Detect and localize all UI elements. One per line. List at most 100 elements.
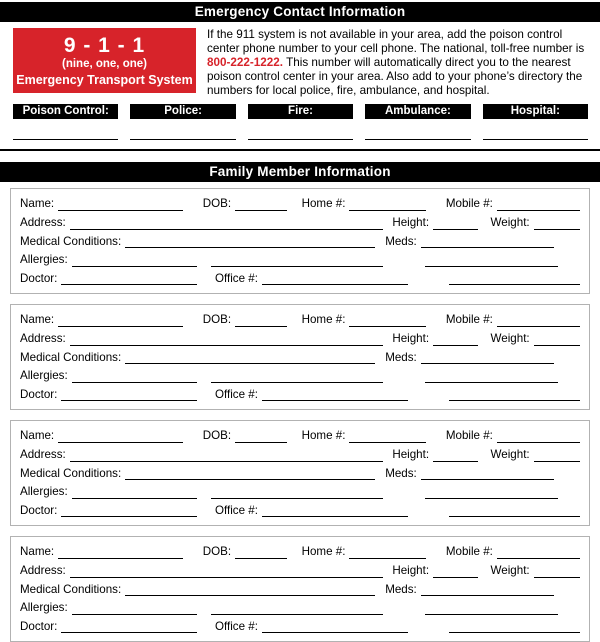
field-input-allergies[interactable] — [71, 602, 197, 615]
section-divider-rule — [0, 149, 600, 152]
field-input-office-phone[interactable] — [261, 272, 408, 286]
field-input-medical-conditions[interactable] — [125, 351, 376, 365]
field-input-meds[interactable] — [420, 583, 554, 597]
field-label-office-phone: Office #: — [214, 387, 258, 401]
field-input-allergies[interactable] — [71, 370, 197, 383]
field-input-mobile-phone[interactable] — [496, 314, 580, 328]
field-input-doctor-extra[interactable] — [449, 504, 580, 518]
member-row-address: Address: Height: Weight: — [20, 214, 580, 233]
field-input-doctor-extra[interactable] — [449, 620, 580, 634]
field-input-office-phone[interactable] — [261, 620, 408, 634]
field-input-height[interactable] — [433, 449, 478, 462]
field-input-height[interactable] — [433, 333, 478, 346]
field-input-allergies-continued[interactable] — [210, 602, 383, 615]
member-row-name: Name: DOB: Home #: Mobile #: — [20, 543, 580, 562]
field-label-home-phone: Home #: — [301, 313, 346, 327]
member-row-doctor: Doctor: Office #: — [20, 270, 580, 289]
field-input-name[interactable] — [58, 314, 183, 328]
field-input-allergies-extra[interactable] — [424, 254, 558, 267]
contact-label-poison-control: Poison Control: — [13, 104, 119, 120]
field-input-home-phone[interactable] — [349, 546, 426, 559]
field-input-dob[interactable] — [235, 198, 287, 212]
field-input-mobile-phone[interactable] — [496, 430, 580, 443]
field-label-name: Name: — [20, 545, 55, 559]
field-input-address[interactable] — [69, 449, 384, 462]
field-input-allergies-continued[interactable] — [210, 370, 383, 383]
member-row-allergies: Allergies: — [20, 367, 580, 386]
field-input-allergies[interactable] — [71, 254, 197, 267]
field-input-mobile-phone[interactable] — [496, 198, 580, 212]
field-input-doctor[interactable] — [61, 272, 198, 286]
field-label-office-phone: Office #: — [214, 619, 258, 633]
field-input-dob[interactable] — [235, 546, 287, 559]
field-label-meds: Meds: — [385, 350, 417, 364]
contact-input-fire[interactable] — [247, 139, 354, 141]
field-input-weight[interactable] — [533, 565, 580, 578]
field-label-medical-conditions: Medical Conditions: — [20, 350, 122, 364]
field-input-name[interactable] — [58, 430, 183, 443]
emergency-911-number: 9 - 1 - 1 — [63, 34, 146, 57]
field-input-weight[interactable] — [533, 449, 580, 462]
member-row-address: Address: Height: Weight: — [20, 562, 580, 581]
field-label-home-phone: Home #: — [301, 429, 346, 443]
contact-input-police[interactable] — [130, 139, 236, 141]
field-input-allergies-continued[interactable] — [210, 254, 383, 267]
field-input-medical-conditions[interactable] — [125, 467, 376, 481]
field-input-doctor[interactable] — [61, 388, 198, 402]
field-input-home-phone[interactable] — [349, 198, 426, 212]
field-input-meds[interactable] — [420, 235, 554, 249]
contact-input-poison-control[interactable] — [13, 139, 119, 141]
field-label-office-phone: Office #: — [214, 503, 258, 517]
field-input-weight[interactable] — [533, 217, 580, 230]
field-label-weight: Weight: — [490, 448, 530, 461]
field-input-address[interactable] — [69, 333, 384, 346]
field-input-doctor-extra[interactable] — [449, 272, 580, 286]
field-input-address[interactable] — [69, 217, 384, 230]
field-input-doctor[interactable] — [61, 504, 198, 518]
member-row-doctor: Doctor: Office #: — [20, 502, 580, 521]
member-row-name: Name: DOB: Home #: Mobile #: — [20, 311, 580, 330]
family-member-card: Name: DOB: Home #: Mobile #: Address: Height:… — [10, 420, 590, 527]
field-input-meds[interactable] — [420, 467, 554, 481]
poison-control-phone-number: 800-222-1222. — [207, 56, 284, 70]
field-label-mobile-phone: Mobile #: — [445, 313, 493, 327]
poison-control-note: If the 911 system is not available in yo… — [196, 28, 588, 98]
member-row-medical-conditions: Medical Conditions: Meds: — [20, 465, 580, 484]
field-input-dob[interactable] — [235, 430, 287, 443]
field-input-doctor-extra[interactable] — [449, 388, 580, 402]
field-input-meds[interactable] — [420, 351, 554, 365]
contact-column-ambulance: Ambulance: — [365, 104, 471, 141]
field-input-office-phone[interactable] — [261, 388, 408, 402]
field-label-dob: DOB: — [202, 429, 232, 443]
field-label-doctor: Doctor: — [20, 503, 58, 517]
field-input-name[interactable] — [58, 546, 183, 559]
field-input-allergies-continued[interactable] — [210, 486, 383, 499]
field-input-allergies-extra[interactable] — [424, 602, 558, 615]
field-input-doctor[interactable] — [61, 620, 198, 634]
field-label-name: Name: — [20, 313, 55, 327]
family-member-card: Name: DOB: Home #: Mobile #: Address: Height:… — [10, 188, 590, 295]
poison-control-note-part1: If the 911 system is not available in yo… — [207, 28, 585, 56]
member-row-address: Address: Height: Weight: — [20, 330, 580, 349]
field-input-office-phone[interactable] — [261, 504, 408, 518]
field-input-home-phone[interactable] — [349, 314, 426, 328]
field-input-height[interactable] — [433, 217, 478, 230]
contact-input-hospital[interactable] — [482, 139, 589, 141]
field-input-allergies-extra[interactable] — [424, 370, 558, 383]
field-input-allergies[interactable] — [71, 486, 197, 499]
family-member-section-title: Family Member Information — [0, 162, 600, 183]
field-input-height[interactable] — [433, 565, 478, 578]
contact-label-hospital: Hospital: — [482, 104, 589, 120]
contact-column-fire: Fire: — [247, 104, 354, 141]
field-input-dob[interactable] — [235, 314, 287, 328]
field-input-medical-conditions[interactable] — [125, 583, 376, 597]
field-input-mobile-phone[interactable] — [496, 546, 580, 559]
field-input-home-phone[interactable] — [349, 430, 426, 443]
field-input-address[interactable] — [69, 565, 384, 578]
field-input-name[interactable] — [58, 198, 183, 212]
field-input-weight[interactable] — [533, 333, 580, 346]
contact-column-hospital: Hospital: — [482, 104, 589, 141]
field-input-allergies-extra[interactable] — [424, 486, 558, 499]
field-input-medical-conditions[interactable] — [125, 235, 376, 249]
contact-input-ambulance[interactable] — [365, 139, 471, 141]
